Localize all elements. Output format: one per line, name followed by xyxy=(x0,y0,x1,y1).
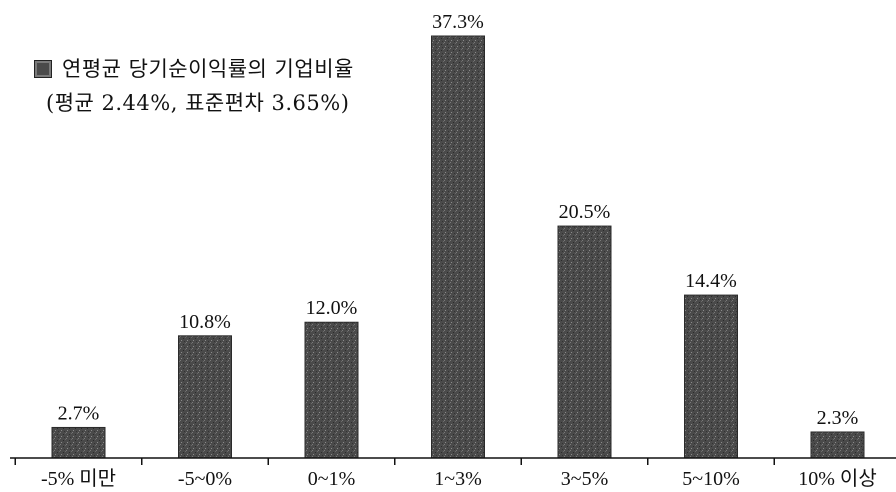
x-tick-label: 3~5% xyxy=(561,468,608,490)
bar-2 xyxy=(304,321,359,459)
bar-value-label: 12.0% xyxy=(306,297,358,319)
bar-0 xyxy=(51,426,106,459)
bar-value-label: 10.8% xyxy=(179,311,231,333)
x-tick-label: 1~3% xyxy=(434,468,481,490)
legend-entry: 연평균 당기순이익률의 기업비율 xyxy=(34,52,354,86)
bar-value-label: 37.3% xyxy=(432,11,484,33)
bar-4 xyxy=(557,225,612,459)
x-tick-label: 10% 이상 xyxy=(798,467,876,490)
value-labels-group: 2.7% 10.8% 12.0% 37.3% 20.5% 14.4% 2.3% xyxy=(58,11,859,429)
legend-swatch-icon xyxy=(34,60,52,78)
x-tick-label: -5% 미만 xyxy=(41,467,116,490)
legend-stats: (평균 2.44%, 표준편차 3.65%) xyxy=(34,86,354,120)
x-axis xyxy=(10,457,896,465)
x-tick-labels: -5% 미만 -5~0% 0~1% 1~3% 3~5% 5~10% 10% 이상 xyxy=(41,467,877,490)
x-tick-label: 5~10% xyxy=(682,468,739,490)
x-tick-label: 0~1% xyxy=(308,468,355,490)
bar-6 xyxy=(810,431,865,459)
legend: 연평균 당기순이익률의 기업비율 (평균 2.44%, 표준편차 3.65%) xyxy=(34,52,354,120)
bar-3 xyxy=(431,35,485,459)
bar-value-label: 14.4% xyxy=(685,270,737,292)
legend-stats-text: (평균 2.44%, 표준편차 3.65%) xyxy=(46,91,350,115)
bar-value-label: 2.3% xyxy=(817,407,859,429)
bar-value-label: 2.7% xyxy=(58,402,100,424)
bar-value-label: 20.5% xyxy=(559,201,611,223)
bar-5 xyxy=(684,294,738,459)
bars-group xyxy=(51,35,865,459)
x-tick-label: -5~0% xyxy=(178,468,232,490)
bar-1 xyxy=(178,335,232,459)
legend-label: 연평균 당기순이익률의 기업비율 xyxy=(62,57,354,81)
